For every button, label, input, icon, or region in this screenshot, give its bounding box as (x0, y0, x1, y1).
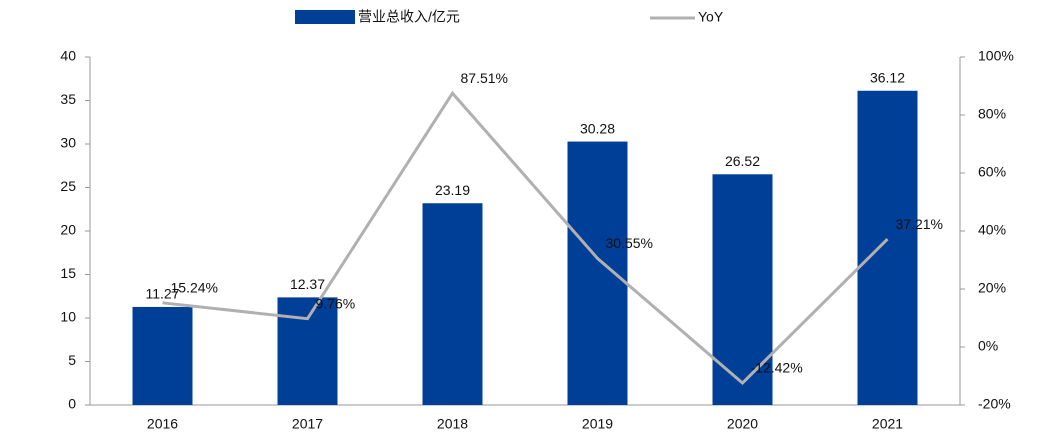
y2-tick-label: 80% (978, 106, 1006, 122)
bar-label: 26.52 (725, 153, 760, 169)
yoy-line (162, 90, 889, 386)
y-tick-label: 40 (60, 48, 76, 64)
bar (857, 90, 918, 406)
bar (277, 297, 338, 405)
y2-tick-label: 0% (978, 338, 998, 354)
legend-swatch (295, 10, 355, 24)
y2-tick-label: 60% (978, 164, 1006, 180)
x-tick-label: 2018 (437, 416, 468, 432)
y2-tick-label: 40% (978, 222, 1006, 238)
line-label: 15.24% (171, 280, 218, 296)
y-tick-label: 30 (60, 135, 76, 151)
bar-label: 11.27 (146, 286, 180, 302)
x-tick-label: 2021 (872, 416, 903, 432)
bar-label: 30.28 (580, 120, 615, 136)
x-tick-label: 2020 (727, 416, 758, 432)
y-tick-label: 25 (60, 178, 76, 194)
line-label: 30.55% (606, 235, 653, 251)
x-tick-label: 2016 (147, 416, 178, 432)
y-tick-label: 0 (68, 396, 76, 412)
bar (422, 203, 483, 405)
line-label: -12.42% (751, 360, 803, 376)
x-tick-label: 2017 (292, 416, 323, 432)
bar-label: 23.19 (435, 182, 470, 198)
y-tick-label: 35 (60, 91, 76, 107)
legend-label: 营业总收入/亿元 (358, 9, 460, 25)
y2-tick-label: 100% (978, 48, 1014, 64)
bar-label: 36.12 (870, 69, 905, 85)
legend-label: YoY (698, 9, 724, 25)
y-tick-label: 15 (60, 265, 76, 281)
line-label: 37.21% (896, 216, 943, 232)
bar-label: 12.37 (290, 276, 325, 292)
bar (567, 141, 628, 405)
x-tick-label: 2019 (582, 416, 613, 432)
y-tick-label: 5 (68, 352, 76, 368)
bar (132, 306, 193, 405)
line-label: 9.76% (316, 295, 356, 311)
y2-tick-label: -20% (978, 396, 1011, 412)
y-tick-label: 20 (60, 222, 76, 238)
y2-tick-label: 20% (978, 280, 1006, 296)
y-tick-label: 10 (60, 309, 76, 325)
line-label: 87.51% (461, 70, 508, 86)
